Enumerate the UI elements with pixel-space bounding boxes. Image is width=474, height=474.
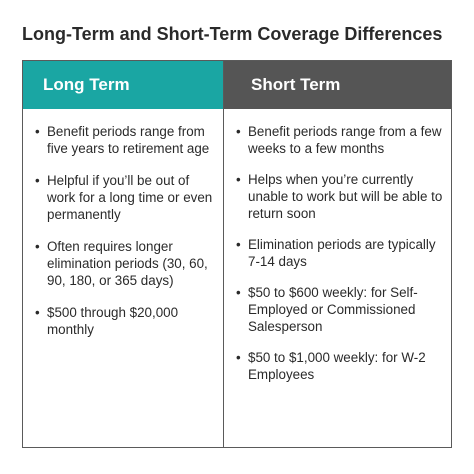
list-item: Elimination periods are typically 7-14 d… — [236, 236, 443, 270]
short-term-list: Benefit periods range from a few weeks t… — [224, 109, 451, 383]
list-item: $50 to $1,000 weekly: for W-2 Employees — [236, 349, 443, 383]
list-item: $500 through $20,000 monthly — [35, 304, 215, 338]
page-title: Long-Term and Short-Term Coverage Differ… — [22, 24, 443, 44]
list-item: Helps when you’re currently unable to wo… — [236, 171, 443, 222]
short-term-column: Short Term Benefit periods range from a … — [224, 61, 451, 447]
list-item: Helpful if you’ll be out of work for a l… — [35, 172, 215, 223]
list-item: Benefit periods range from five years to… — [35, 123, 215, 157]
short-term-header: Short Term — [224, 61, 451, 109]
long-term-header: Long Term — [23, 61, 223, 109]
list-item: $50 to $600 weekly: for Self-Employed or… — [236, 284, 443, 335]
list-item: Often requires longer elimination period… — [35, 238, 215, 289]
long-term-list: Benefit periods range from five years to… — [23, 109, 223, 338]
long-term-column: Long Term Benefit periods range from fiv… — [23, 61, 224, 447]
list-item: Benefit periods range from a few weeks t… — [236, 123, 443, 157]
comparison-table: Long Term Benefit periods range from fiv… — [22, 60, 452, 448]
